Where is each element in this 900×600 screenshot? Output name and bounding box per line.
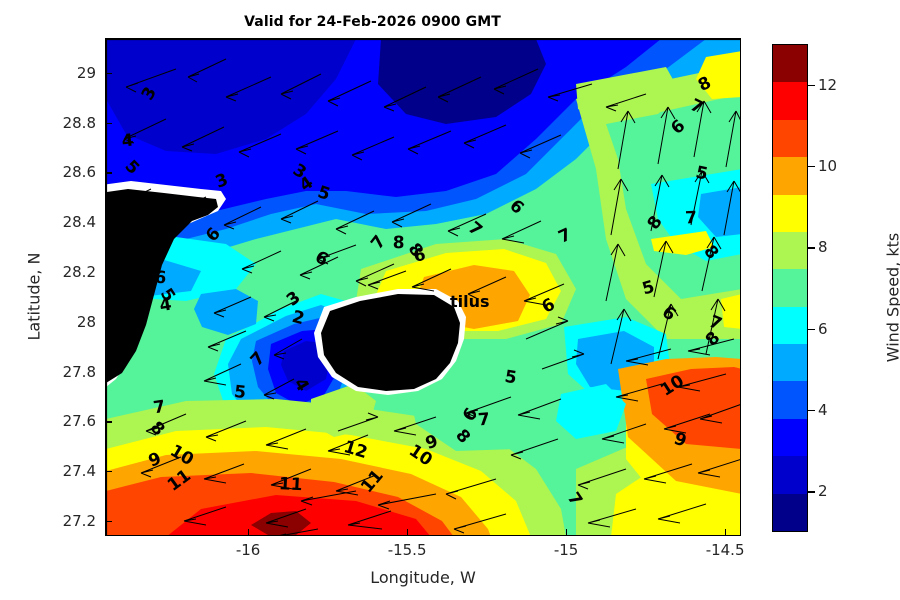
contour-label: 6 — [154, 268, 167, 289]
x-tick-mark — [248, 529, 250, 536]
colorbar-tick-mark — [808, 247, 815, 249]
contour-label: 5 — [694, 163, 710, 185]
colorbar-band — [773, 45, 807, 83]
colorbar-label: Wind Speed, kts — [883, 232, 900, 363]
colorbar-band — [773, 456, 807, 494]
y-tick-label: 28.4 — [62, 213, 96, 232]
y-tick-label: 27.4 — [62, 462, 96, 481]
y-tick-mark — [105, 172, 112, 174]
colorbar-tick-label: 2 — [818, 482, 828, 501]
contour-band-deep-nw — [106, 39, 356, 154]
contour-band-10-se — [646, 367, 740, 449]
y-tick-label: 28.2 — [62, 263, 96, 282]
colorbar — [772, 44, 808, 532]
contour-label: 6 — [412, 245, 428, 267]
colorbar-tick-label: 6 — [818, 319, 828, 338]
contour-label: 5 — [640, 277, 657, 299]
colorbar-band — [773, 381, 807, 419]
colorbar-band — [773, 344, 807, 382]
contour-label: 5 — [315, 182, 332, 205]
contour-label: 2 — [290, 307, 307, 329]
y-tick-mark — [105, 471, 112, 473]
y-tick-label: 28.6 — [62, 163, 96, 182]
y-tick-mark — [105, 421, 112, 423]
y-tick-mark — [105, 122, 112, 124]
contour-band-5-midE — [556, 384, 626, 439]
x-tick-label: -15.5 — [387, 541, 427, 559]
contour-label: 4 — [158, 295, 173, 317]
colorbar-band — [773, 231, 807, 270]
y-axis-label: Latitude, N — [24, 252, 44, 341]
colorbar-band — [773, 493, 807, 531]
contour-band-8-ne-top — [696, 51, 740, 99]
colorbar-band — [773, 269, 807, 307]
colorbar-band — [773, 194, 807, 232]
colorbar-tick-label: 12 — [818, 75, 838, 94]
colorbar-band — [773, 157, 807, 195]
y-tick-label: 29 — [76, 63, 96, 82]
tenerife-landmass — [106, 189, 218, 383]
contour-label: 7 — [152, 397, 167, 418]
x-tick-label: -15 — [553, 541, 579, 559]
contour-label: 4 — [121, 130, 135, 151]
contour-label: 7 — [477, 409, 491, 430]
y-tick-label: 27.8 — [62, 362, 96, 381]
x-tick-label: -16 — [235, 541, 261, 559]
x-tick-mark — [566, 529, 568, 536]
x-tick-mark — [407, 529, 409, 536]
x-axis-label: Longitude, W — [370, 568, 476, 587]
colorbar-band — [773, 306, 807, 344]
colorbar-band — [773, 418, 807, 457]
y-tick-mark — [105, 222, 112, 224]
x-tick-mark — [725, 529, 727, 536]
colorbar-tick-mark — [808, 410, 815, 412]
y-tick-label: 27.6 — [62, 412, 96, 431]
contour-band-4-ne — [698, 187, 740, 237]
chart-title: Valid for 24-Feb-2026 0900 GMT — [244, 14, 501, 30]
y-tick-mark — [105, 72, 112, 75]
gran-canaria-landmass — [321, 294, 460, 391]
y-tick-label: 28.8 — [62, 113, 96, 132]
colorbar-tick-label: 8 — [818, 238, 828, 257]
colorbar-tick-label: 4 — [818, 401, 828, 419]
colorbar-tick-mark — [808, 491, 815, 493]
y-tick-label: 27.2 — [62, 512, 96, 531]
colorbar-tick-mark — [808, 328, 815, 330]
colorbar-tick-mark — [808, 166, 815, 168]
contour-band-max-sw — [251, 511, 311, 535]
contour-label: 5 — [233, 382, 247, 403]
contour-label: 11 — [278, 474, 303, 495]
colorbar-tick-mark — [808, 84, 815, 86]
wind-vector-field — [113, 58, 740, 535]
y-tick-label: 28 — [76, 312, 96, 331]
contour-label: 8 — [393, 233, 405, 253]
contour-label: 5 — [503, 367, 518, 389]
station-label: tilus — [450, 292, 490, 311]
y-tick-mark — [105, 521, 112, 523]
y-tick-mark — [105, 321, 112, 324]
x-tick-label: -14.5 — [705, 541, 745, 559]
colorbar-tick-label: 10 — [818, 157, 838, 175]
contour-band-8-ne-mid — [651, 231, 714, 255]
plot-frame — [106, 39, 740, 535]
y-tick-mark — [105, 371, 112, 373]
contour-band-green-lobe — [576, 67, 681, 124]
contour-label: 7 — [685, 208, 698, 228]
contour-band-min-north-core — [402, 39, 518, 101]
colorbar-band — [773, 82, 807, 120]
contour-plot-area: 3 4 5 3 3 4 5 6 6 5 4 6 7 6 3 2 7 8 8 6 7 8 7 6 5 8 7 8 5 6 6 7 8 5 6 7 8 9 10… — [105, 38, 741, 536]
y-tick-mark — [105, 272, 112, 274]
contour-band-8-ne-low — [721, 294, 740, 329]
colorbar-band — [773, 119, 807, 158]
